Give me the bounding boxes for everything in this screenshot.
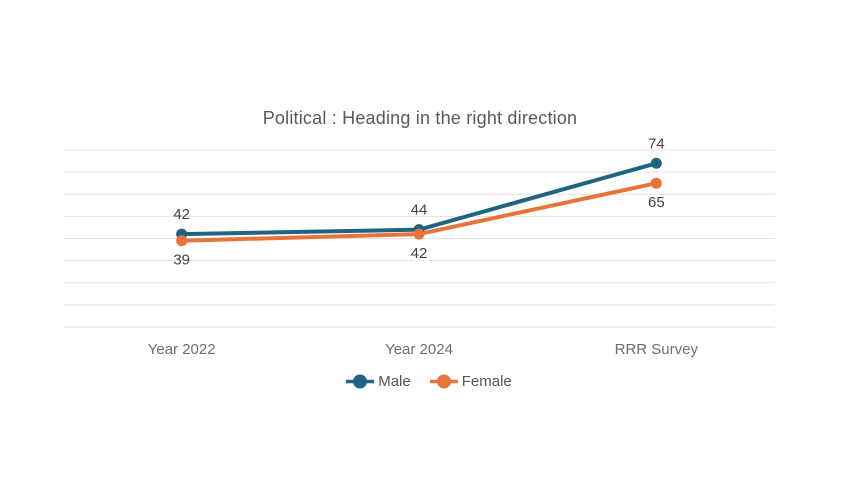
data-point-female-3[interactable] [650, 177, 662, 189]
female-series-marker-icon [429, 374, 458, 389]
x-axis-label-2: Year 2024 [385, 341, 453, 358]
data-point-male-3[interactable] [650, 157, 662, 169]
data-label-female-1: 39 [173, 252, 190, 269]
x-axis-label-3: RRR Survey [615, 341, 699, 358]
data-point-female-2[interactable] [413, 228, 425, 240]
legend-label-female: Female [461, 373, 512, 390]
data-label-male-3: 74 [648, 135, 665, 152]
legend-item-female[interactable]: Female [429, 373, 512, 390]
legend-label-male: Male [378, 373, 411, 390]
chart-title: Political : Heading in the right directi… [262, 108, 578, 128]
data-label-female-2: 42 [411, 245, 428, 262]
data-label-male-2: 44 [411, 202, 428, 219]
chart-legend: Male Female [0, 373, 857, 390]
male-series-marker-icon [346, 374, 375, 389]
data-label-female-3: 65 [648, 194, 665, 211]
legend-item-male[interactable]: Male [345, 373, 411, 390]
data-label-male-1: 42 [173, 206, 190, 223]
data-point-female-1[interactable] [176, 235, 188, 247]
x-axis-label-1: Year 2022 [148, 341, 216, 358]
